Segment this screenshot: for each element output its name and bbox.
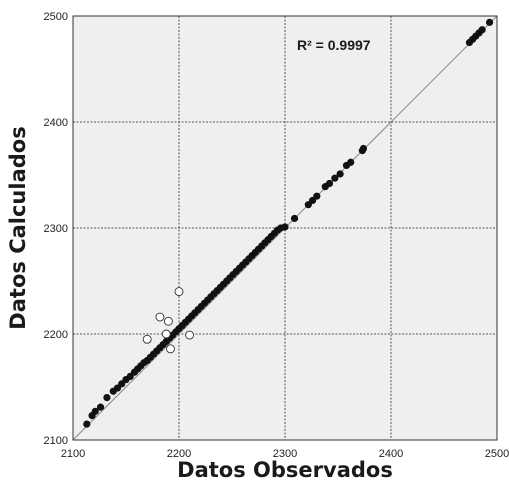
x-tick-labels: 2100 2200 2300 2400 2500: [61, 448, 509, 460]
plot-frame: [72, 15, 498, 441]
data-points: [83, 18, 494, 428]
x-tick-label: 2100: [61, 448, 85, 460]
x-tick-label: 2200: [167, 448, 191, 460]
x-tick-label: 2300: [273, 448, 297, 460]
y-tick-label: 2500: [44, 11, 68, 23]
x-tick-label: 2500: [485, 448, 509, 460]
r-squared-annotation: R² = 0.9997: [297, 37, 371, 53]
data-point: [336, 170, 344, 178]
data-point: [347, 158, 355, 166]
data-point-hollow: [163, 316, 173, 326]
data-point-hollow: [166, 344, 175, 354]
data-point: [126, 372, 134, 381]
data-point-hollow: [155, 312, 165, 322]
y-tick-label: 2400: [44, 117, 68, 129]
data-point: [331, 174, 339, 182]
data-point-hollow: [142, 334, 152, 344]
data-point: [325, 179, 334, 188]
data-point: [478, 26, 486, 34]
data-point: [290, 214, 299, 223]
data-point: [313, 192, 321, 200]
data-point-hollow: [174, 287, 184, 297]
data-point: [96, 403, 105, 411]
data-point: [359, 144, 368, 153]
x-tick-label: 2400: [379, 448, 403, 460]
data-point: [103, 394, 111, 402]
data-point: [304, 201, 312, 209]
data-point: [118, 380, 126, 388]
data-point-hollow: [161, 329, 171, 339]
data-point: [485, 18, 494, 26]
data-point: [281, 223, 289, 231]
y-tick-label: 2100: [44, 435, 68, 447]
data-point-hollow: [185, 330, 195, 340]
data-point: [113, 384, 122, 392]
data-point: [83, 420, 91, 428]
y-tick-labels: 2100 2200 2300 2400 2500: [44, 11, 68, 447]
y-tick-label: 2200: [44, 329, 68, 341]
data-point: [308, 196, 317, 205]
y-tick-label: 2300: [44, 223, 68, 235]
data-point: [91, 407, 99, 415]
x-axis-title: Datos Observados: [177, 458, 393, 482]
y-axis-title: Datos Calculados: [6, 126, 30, 329]
